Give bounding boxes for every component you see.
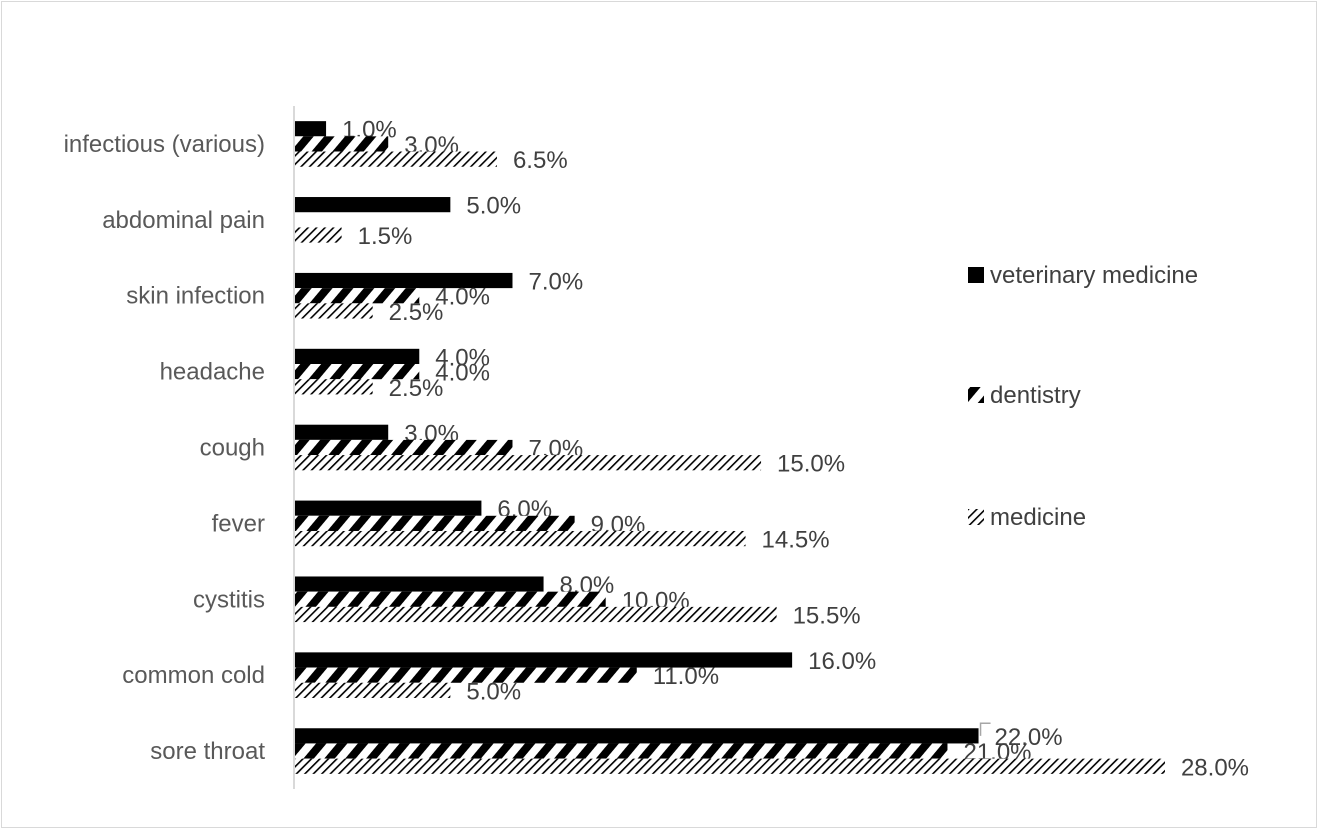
category-label-common-cold: common cold	[122, 662, 265, 689]
data-label-medicine-sore-throat: 28.0%	[1181, 754, 1249, 781]
bar-dentistry-infectious-various	[295, 136, 389, 152]
data-label-medicine-common-cold: 5.0%	[466, 678, 521, 705]
bar-medicine-abdominal-pain	[295, 227, 342, 243]
bar-dentistry-fever	[295, 515, 575, 531]
legend-key-medicine	[968, 509, 984, 525]
bar-veterinary-medicine-cystitis	[295, 576, 544, 592]
bar-veterinary-medicine-sore-throat	[295, 728, 979, 744]
bar-dentistry-headache	[295, 364, 420, 380]
data-label-medicine-skin-infection: 2.5%	[389, 299, 444, 326]
bar-veterinary-medicine-fever	[295, 500, 482, 516]
data-label-medicine-infectious-various: 6.5%	[513, 147, 568, 174]
bar-veterinary-medicine-abdominal-pain	[295, 197, 451, 213]
legend-key-veterinary-medicine	[968, 267, 984, 283]
category-label-headache: headache	[160, 359, 265, 386]
bar-veterinary-medicine-headache	[295, 348, 420, 365]
data-label-veterinary-medicine-skin-infection: 7.0%	[528, 269, 583, 296]
category-label-infectious-various: infectious (various)	[64, 131, 265, 158]
bar-medicine-common-cold	[295, 682, 451, 698]
data-label-medicine-cough: 15.0%	[777, 451, 845, 478]
data-label-medicine-headache: 2.5%	[389, 375, 444, 402]
legend-key-dentistry	[968, 387, 984, 403]
data-label-medicine-cystitis: 15.5%	[793, 602, 861, 629]
bar-dentistry-cystitis	[295, 591, 606, 607]
legend-label-veterinary-medicine: veterinary medicine	[990, 262, 1198, 289]
category-label-sore-throat: sore throat	[150, 738, 265, 765]
bar-veterinary-medicine-common-cold	[295, 652, 793, 668]
bar-medicine-cough	[295, 455, 762, 471]
bar-veterinary-medicine-infectious-various	[295, 121, 327, 137]
data-label-dentistry-headache: 4.0%	[435, 360, 490, 387]
data-label-medicine-fever: 14.5%	[762, 527, 830, 554]
bar-veterinary-medicine-skin-infection	[295, 272, 513, 289]
data-label-leader-line	[979, 722, 991, 736]
category-label-cystitis: cystitis	[193, 586, 265, 613]
bar-medicine-sore-throat	[295, 758, 1165, 774]
bar-medicine-cystitis	[295, 606, 777, 623]
data-label-veterinary-medicine-common-cold: 16.0%	[808, 648, 876, 675]
legend: veterinary medicine dentistry medicine	[968, 262, 1198, 531]
bar-dentistry-cough	[295, 439, 513, 456]
data-label-veterinary-medicine-headache: 4.0%	[435, 344, 490, 371]
bar-veterinary-medicine-cough	[295, 424, 389, 440]
category-label-cough: cough	[200, 435, 265, 462]
data-label-veterinary-medicine-abdominal-pain: 5.0%	[466, 193, 521, 220]
bar-medicine-fever	[295, 530, 746, 547]
bar-dentistry-sore-throat	[295, 743, 948, 759]
category-label-skin-infection: skin infection	[126, 283, 265, 310]
bar-medicine-headache	[295, 379, 373, 395]
bar-medicine-skin-infection	[295, 303, 373, 319]
bar-dentistry-skin-infection	[295, 288, 420, 304]
legend-label-dentistry: dentistry	[990, 382, 1081, 409]
category-label-fever: fever	[212, 510, 265, 537]
bar-medicine-infectious-various	[295, 151, 497, 167]
data-label-medicine-abdominal-pain: 1.5%	[358, 223, 413, 250]
data-label-veterinary-medicine-sore-throat: 22.0%	[995, 724, 1063, 751]
data-label-dentistry-skin-infection: 4.0%	[435, 284, 490, 311]
legend-label-medicine: medicine	[990, 504, 1086, 531]
category-label-abdominal-pain: abdominal pain	[102, 207, 265, 234]
data-label-dentistry-common-cold: 11.0%	[653, 663, 719, 690]
bar-dentistry-common-cold	[295, 667, 637, 683]
